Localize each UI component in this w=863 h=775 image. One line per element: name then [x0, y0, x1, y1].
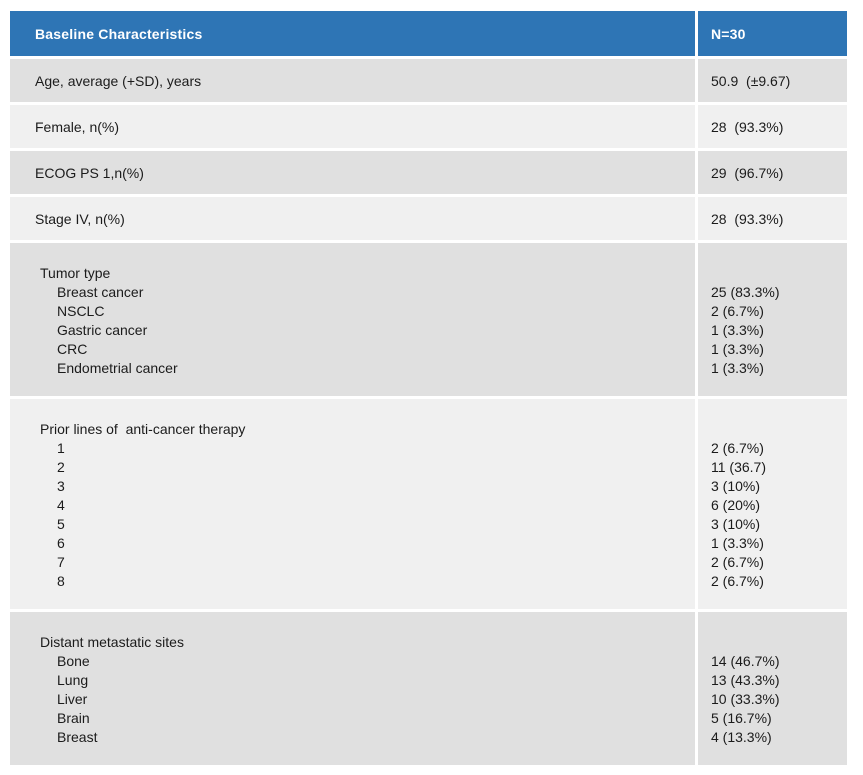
row-value-cell: 29 (96.7%) — [695, 151, 847, 194]
table-section-row: Prior lines of anti-cancer therapy 1 2 3 4 5 6… — [10, 399, 847, 609]
section-item-value: 1 (3.3%) — [711, 341, 764, 357]
row-value: 28 (93.3%) — [711, 210, 784, 227]
section-item-label: 2 — [57, 459, 65, 475]
section-item-value: 2 (6.7%) — [711, 303, 764, 319]
section-item-label: Lung — [57, 672, 89, 688]
row-value-cell: 50.9 (±9.67) — [695, 59, 847, 102]
section-item-label: 6 — [57, 535, 65, 551]
row-value: 50.9 (±9.67) — [711, 72, 791, 89]
row-label-cell: ECOG PS 1,n(%) — [10, 151, 695, 194]
table-n-header: N=30 — [695, 11, 847, 56]
section-item-value: 1 (3.3%) — [711, 360, 764, 376]
section-label: Prior lines of anti-cancer therapy — [40, 421, 246, 437]
section-value-spacer — [711, 264, 847, 283]
section-item-label: Breast cancer — [57, 284, 144, 300]
table-section-row: Tumor type Breast cancer NSCLC Gastric canc… — [10, 243, 847, 396]
section-item-value: 5 (16.7%) — [711, 710, 772, 726]
section-item-label: Brain — [57, 710, 90, 726]
section-item-label: CRC — [57, 341, 88, 357]
baseline-characteristics-table: Baseline Characteristics N=30 Age, avera… — [10, 11, 847, 765]
section-item-value: 25 (83.3%) — [711, 284, 780, 300]
section-item-value: 6 (20%) — [711, 497, 761, 513]
table-row: Stage IV, n(%) 28 (93.3%) — [10, 197, 847, 240]
table-row: Age, average (+SD), years 50.9 (±9.67) — [10, 59, 847, 102]
section-item-label: Liver — [57, 691, 88, 707]
section-item-label: 3 — [57, 478, 65, 494]
section-value-spacer — [711, 420, 847, 439]
row-value: 28 (93.3%) — [711, 118, 784, 135]
row-value: 29 (96.7%) — [711, 164, 784, 181]
row-label-cell: Tumor type Breast cancer NSCLC Gastric canc… — [10, 243, 695, 396]
section-item-value: 1 (3.3%) — [711, 322, 764, 338]
section-item-value: 14 (46.7%) — [711, 653, 780, 669]
section-item-label: Bone — [57, 653, 90, 669]
section-item-label: Breast — [57, 729, 98, 745]
section-item-value: 1 (3.3%) — [711, 535, 764, 551]
row-value-cell: 28 (93.3%) — [695, 105, 847, 148]
section-item-label: 1 — [57, 440, 65, 456]
row-label-cell: Distant metastatic sites Bone Lung Liver Bra… — [10, 612, 695, 765]
section-item-value: 2 (6.7%) — [711, 440, 764, 456]
section-item-value: 2 (6.7%) — [711, 554, 764, 570]
table-row: ECOG PS 1,n(%) 29 (96.7%) — [10, 151, 847, 194]
row-label-cell: Prior lines of anti-cancer therapy 1 2 3 4 5 6… — [10, 399, 695, 609]
section-item-value: 3 (10%) — [711, 478, 761, 494]
section-item-label: 7 — [57, 554, 65, 570]
section-label: Tumor type — [40, 265, 111, 281]
table-row: Female, n(%) 28 (93.3%) — [10, 105, 847, 148]
row-label: Age, average (+SD), years — [35, 72, 202, 89]
row-value-cell: 2 (6.7%) 11 (36.7) 3 (10%) 6 (20%) 3 (10%) 1 … — [695, 399, 847, 609]
row-value-cell: 14 (46.7%) 13 (43.3%) 10 (33.3%) 5 (16.7%) 4… — [695, 612, 847, 765]
section-item-value: 4 (13.3%) — [711, 729, 772, 745]
row-label-cell: Age, average (+SD), years — [10, 59, 695, 102]
section-item-label: 8 — [57, 573, 65, 589]
section-item-value: 2 (6.7%) — [711, 573, 764, 589]
section-item-value: 11 (36.7) — [711, 459, 766, 475]
section-item-value: 3 (10%) — [711, 516, 761, 532]
row-value-cell: 25 (83.3%) 2 (6.7%) 1 (3.3%) 1 (3.3%) 1 (3.3… — [695, 243, 847, 396]
row-label: Stage IV, n(%) — [35, 210, 125, 227]
section-value-spacer — [711, 633, 847, 652]
row-label: ECOG PS 1,n(%) — [35, 164, 144, 181]
table-section-row: Distant metastatic sites Bone Lung Liver Bra… — [10, 612, 847, 765]
section-item-label: 4 — [57, 497, 65, 513]
table-header-row: Baseline Characteristics N=30 — [10, 11, 847, 56]
section-item-label: 5 — [57, 516, 65, 532]
row-label: Female, n(%) — [35, 118, 120, 135]
row-label-cell: Stage IV, n(%) — [10, 197, 695, 240]
table-body: Age, average (+SD), years 50.9 (±9.67) Fem… — [10, 59, 847, 765]
section-item-value: 13 (43.3%) — [711, 672, 780, 688]
row-label-cell: Female, n(%) — [10, 105, 695, 148]
section-item-label: Endometrial cancer — [57, 360, 178, 376]
section-label: Distant metastatic sites — [40, 634, 184, 650]
section-item-value: 10 (33.3%) — [711, 691, 780, 707]
table-title: Baseline Characteristics — [10, 11, 695, 56]
row-value-cell: 28 (93.3%) — [695, 197, 847, 240]
section-item-label: Gastric cancer — [57, 322, 148, 338]
section-item-label: NSCLC — [57, 303, 105, 319]
